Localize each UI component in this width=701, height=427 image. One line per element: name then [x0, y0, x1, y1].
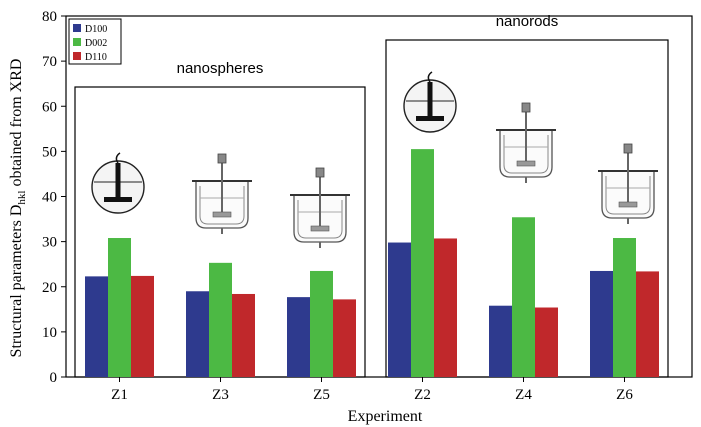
bar-d002-z5 [310, 270, 333, 377]
legend-swatch-d110 [73, 52, 81, 60]
group-label: nanorods [496, 13, 559, 30]
legend-label-d002: D002 [85, 38, 107, 49]
legend: D100 D002 D110 [68, 18, 122, 65]
reactor-icons [91, 71, 658, 248]
bar-d110-z3 [232, 293, 255, 377]
y-axis-title-tail: obtained from XRD [8, 59, 25, 191]
y-tick-label: 80 [42, 9, 57, 25]
legend-swatch-d100 [73, 24, 81, 32]
y-tick-label: 30 [42, 235, 57, 251]
bar-d100-z4 [489, 305, 512, 377]
jacketed-reactor-icon [496, 102, 556, 183]
y-tick-label: 10 [42, 325, 57, 341]
x-tick-label: Z2 [414, 387, 431, 403]
bar-d100-z3 [186, 291, 209, 377]
y-tick-label: 50 [42, 144, 57, 160]
x-tick-label: Z6 [616, 387, 633, 403]
bar-d100-z1 [85, 276, 108, 377]
bar-d110-z1 [131, 275, 154, 377]
bars [85, 149, 659, 377]
legend-label-d110: D110 [85, 52, 107, 63]
y-tick-label: 0 [50, 370, 58, 386]
jacketed-reactor-icon [598, 143, 658, 224]
jacketed-reactor-icon [290, 167, 350, 248]
x-tick-label: Z3 [212, 387, 229, 403]
bar-d002-z3 [209, 262, 232, 377]
legend-swatch-d002 [73, 38, 81, 46]
y-tick-label: 20 [42, 280, 57, 296]
stirred-beaker-icon [403, 71, 457, 133]
y-tick-label: 40 [42, 190, 57, 206]
bar-d110-z2 [434, 238, 457, 377]
x-tick-label: Z1 [111, 387, 128, 403]
bar-d110-z6 [636, 271, 659, 377]
jacketed-reactor-icon [192, 153, 252, 234]
x-tick-label: Z4 [515, 387, 532, 403]
group-label: nanospheres [177, 60, 264, 77]
bar-d100-z6 [590, 270, 613, 377]
y-tick-label: 60 [42, 99, 57, 115]
bar-d002-z4 [512, 217, 535, 377]
y-tick-label: 70 [42, 54, 57, 70]
experiment-groups: nanospheres nanorods [74, 13, 669, 378]
bar-d110-z5 [333, 299, 356, 377]
bar-d100-z5 [287, 297, 310, 377]
legend-label-d100: D100 [85, 24, 107, 35]
bar-d002-z6 [613, 238, 636, 377]
bar-d110-z4 [535, 307, 558, 377]
y-axis-title: Structural parameters Dhkl obtained from… [8, 59, 28, 358]
x-tick-label: Z5 [313, 387, 330, 403]
y-axis-title-main: Structural parameters D [8, 205, 25, 358]
x-axis: Z1 Z3 Z5 Z2 Z4 Z6 [111, 377, 633, 403]
x-axis-title: Experiment [348, 408, 423, 425]
bar-d100-z2 [388, 242, 411, 377]
y-axis: 0 10 20 30 40 50 60 70 80 [42, 9, 66, 386]
bar-d002-z2 [411, 149, 434, 377]
y-axis-title-subscript: hkl [16, 191, 28, 205]
stirred-beaker-icon [91, 152, 145, 214]
bar-d002-z1 [108, 238, 131, 377]
